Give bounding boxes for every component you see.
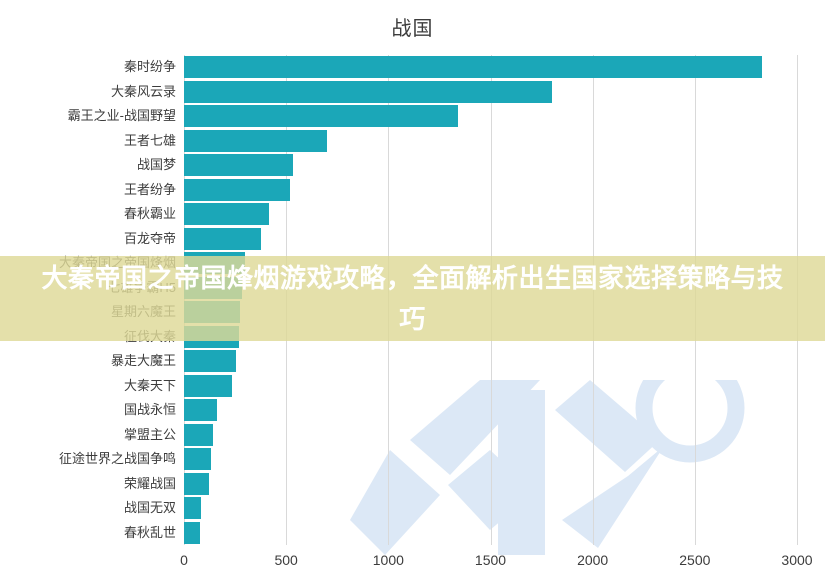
bar[interactable] bbox=[184, 350, 237, 373]
x-axis-tick-label: 1500 bbox=[474, 552, 507, 568]
y-axis-tick-label: 征途世界之战国争鸣 bbox=[58, 451, 176, 467]
bar[interactable] bbox=[184, 80, 552, 103]
y-axis-tick-label: 掌盟主公 bbox=[123, 426, 176, 442]
bar-row[interactable] bbox=[184, 423, 797, 446]
bar[interactable] bbox=[184, 56, 763, 79]
bar-row[interactable] bbox=[184, 105, 797, 128]
chart-title: 战国 bbox=[391, 18, 434, 40]
bar-row[interactable] bbox=[184, 203, 797, 226]
bar-row[interactable] bbox=[184, 448, 797, 471]
x-axis-tick-label: 2500 bbox=[679, 552, 711, 568]
x-axis-labels: 0 500 1000 1500 2000 2500 3000 bbox=[0, 552, 825, 582]
x-axis-tick-label: 3000 bbox=[781, 552, 813, 568]
bar[interactable] bbox=[184, 154, 294, 177]
bar-row[interactable] bbox=[184, 178, 797, 201]
y-axis-tick-label: 春秋霸业 bbox=[123, 206, 176, 222]
y-axis-tick-label: 秦时纷争 bbox=[123, 59, 176, 75]
y-axis-tick-label: 暴走大魔王 bbox=[110, 353, 176, 369]
y-axis-tick-label: 荣耀战国 bbox=[123, 475, 176, 491]
y-axis-tick-label: 霸王之业-战国野望 bbox=[67, 108, 176, 124]
y-axis-tick-label: 大秦天下 bbox=[123, 377, 176, 393]
y-axis-tick-label: 国战永恒 bbox=[123, 402, 176, 418]
bar-row[interactable] bbox=[184, 472, 797, 495]
overlay-banner: 大秦帝国之帝国烽烟游戏攻略，全面解析出生国家选择策略与技巧 bbox=[0, 256, 825, 341]
bar[interactable] bbox=[184, 472, 209, 495]
bars-layer bbox=[184, 55, 797, 545]
bar-row[interactable] bbox=[184, 374, 797, 397]
bar[interactable] bbox=[184, 227, 261, 250]
bar[interactable] bbox=[184, 129, 328, 152]
bar-row[interactable] bbox=[184, 154, 797, 177]
y-axis-tick-label: 大秦风云录 bbox=[110, 83, 176, 99]
x-axis-tick-label: 1000 bbox=[372, 552, 404, 568]
overlay-title-text: 大秦帝国之帝国烽烟游戏攻略，全面解析出生国家选择策略与技巧 bbox=[41, 262, 784, 334]
y-axis-tick-label: 春秋乱世 bbox=[123, 524, 176, 540]
bar[interactable] bbox=[184, 399, 217, 422]
bar-row[interactable] bbox=[184, 497, 797, 520]
x-axis-tick-label: 2000 bbox=[577, 552, 609, 568]
bar-row[interactable] bbox=[184, 350, 797, 373]
x-axis-tick-label: 0 bbox=[180, 552, 188, 568]
bar[interactable] bbox=[184, 448, 211, 471]
bar-row[interactable] bbox=[184, 227, 797, 250]
bar[interactable] bbox=[184, 497, 202, 520]
y-axis-tick-label: 战国梦 bbox=[136, 157, 176, 173]
y-axis-tick-label: 战国无双 bbox=[123, 500, 176, 516]
x-axis-tick-label: 500 bbox=[274, 552, 298, 568]
bar[interactable] bbox=[184, 203, 269, 226]
bar-row[interactable] bbox=[184, 80, 797, 103]
bar[interactable] bbox=[184, 521, 201, 544]
plot-area bbox=[184, 55, 798, 545]
bar[interactable] bbox=[184, 423, 213, 446]
bar-row[interactable] bbox=[184, 521, 797, 544]
bar-row[interactable] bbox=[184, 56, 797, 79]
y-axis-tick-label: 王者七雄 bbox=[123, 132, 176, 148]
bar-row[interactable] bbox=[184, 399, 797, 422]
bar-row[interactable] bbox=[184, 129, 797, 152]
bar[interactable] bbox=[184, 374, 233, 397]
y-axis-tick-label: 王者纷争 bbox=[123, 181, 176, 197]
bar[interactable] bbox=[184, 178, 291, 201]
bar[interactable] bbox=[184, 105, 458, 128]
y-axis-tick-label: 百龙夺帝 bbox=[123, 230, 176, 246]
